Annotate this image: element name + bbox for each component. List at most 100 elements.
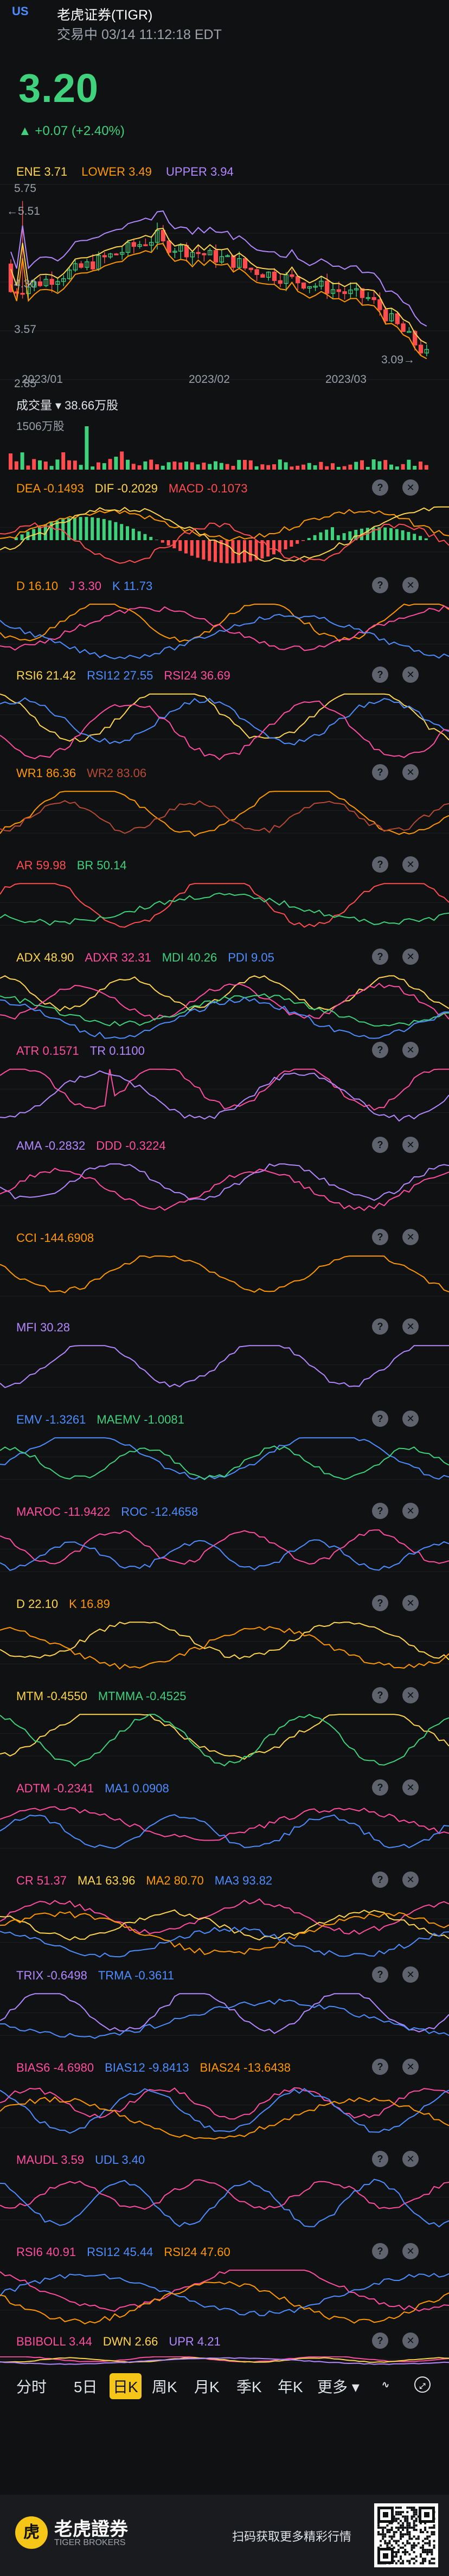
period-tab[interactable]: 季K [236, 2379, 262, 2395]
close-icon[interactable]: ✕ [402, 1503, 419, 1519]
candle-body [131, 242, 136, 247]
help-icon[interactable]: ? [372, 1595, 388, 1611]
help-icon[interactable]: ? [372, 479, 388, 496]
qr-module [426, 2535, 429, 2538]
close-icon[interactable]: ✕ [402, 479, 419, 496]
help-icon[interactable]: ? [372, 856, 388, 873]
volume-bar [9, 453, 12, 470]
indicator-panel-dk[interactable]: D 22.10 K 16.89? ✕ [0, 1595, 449, 1689]
indicator-panel-trix[interactable]: TRIX -0.6498 TRMA -0.3611? ✕ [0, 1966, 449, 2061]
candle-body [149, 242, 154, 246]
close-icon[interactable]: ✕ [402, 1687, 419, 1703]
indicator-panel-adtm[interactable]: ADTM -0.2341 MA1 0.0908? ✕ [0, 1779, 449, 1874]
close-icon[interactable]: ✕ [402, 1872, 419, 1888]
indicator-panel-cci[interactable]: CCI -144.6908? ✕ [0, 1229, 449, 1321]
indicator-line [0, 2357, 449, 2363]
indicator-chart [0, 1806, 449, 1849]
indicator-panel-atr[interactable]: ATR 0.1571 TR 0.1100? ✕ [0, 1042, 449, 1139]
close-icon[interactable]: ✕ [402, 1042, 419, 1058]
indicator-panel-emv[interactable]: EMV -1.3261 MAEMV -1.0081? ✕ [0, 1411, 449, 1505]
indicator-panel-dma[interactable]: AMA -0.2832 DDD -0.3224? ✕ [0, 1137, 449, 1231]
fullscreen-icon[interactable]: ⤢ [414, 2376, 431, 2393]
macd-bar [260, 540, 264, 559]
indicator-panel-macd[interactable]: DEA -0.1493 DIF -0.2029 MACD -0.1073? ✕ [0, 479, 449, 579]
help-icon[interactable]: ? [372, 764, 388, 780]
indicator-value: AMA -0.2832 [16, 1139, 86, 1152]
qr-module [413, 2511, 415, 2514]
indicator-panel-bbiboll[interactable]: BBIBOLL 3.44 DWN 2.66 UPR 4.21? ✕ [0, 2333, 449, 2367]
close-icon[interactable]: ✕ [402, 1779, 419, 1796]
help-icon[interactable]: ? [372, 1229, 388, 1245]
help-icon[interactable]: ? [372, 1137, 388, 1153]
close-icon[interactable]: ✕ [402, 856, 419, 873]
close-icon[interactable]: ✕ [402, 2243, 419, 2259]
period-tab[interactable]: 5日 [74, 2379, 98, 2395]
help-icon[interactable]: ? [372, 1503, 388, 1519]
period-tab[interactable]: 周K [152, 2379, 177, 2395]
volume-bar [284, 462, 288, 470]
close-icon[interactable]: ✕ [402, 764, 419, 780]
help-icon[interactable]: ? [372, 1042, 388, 1058]
indicator-panel-arbr[interactable]: AR 59.98 BR 50.14? ✕ [0, 856, 449, 951]
period-tab[interactable]: 月K [194, 2379, 220, 2395]
indicator-panel-roc[interactable]: MAROC -11.9422 ROC -12.4658? ✕ [0, 1503, 449, 1597]
indicator-chart [0, 1529, 449, 1572]
indicator-value: WR1 86.36 [16, 766, 76, 780]
close-icon[interactable]: ✕ [402, 2333, 419, 2349]
indicator-panel-cr[interactable]: CR 51.37 MA1 63.96 MA2 80.70 MA3 93.82? ✕ [0, 1872, 449, 1969]
period-tab[interactable]: 日K [110, 2373, 142, 2399]
close-icon[interactable]: ✕ [402, 577, 419, 593]
help-icon[interactable]: ? [372, 2151, 388, 2167]
candle-body [371, 297, 376, 300]
close-icon[interactable]: ✕ [402, 1966, 419, 1983]
macd-bar [55, 520, 59, 540]
close-icon[interactable]: ✕ [402, 1137, 419, 1153]
candlestick-chart[interactable] [0, 179, 449, 390]
qr-module [431, 2526, 433, 2529]
help-icon[interactable]: ? [372, 1687, 388, 1703]
help-icon[interactable]: ? [372, 1779, 388, 1796]
close-icon[interactable]: ✕ [402, 2151, 419, 2167]
qr-module [384, 2526, 387, 2529]
close-icon[interactable]: ✕ [402, 1318, 419, 1335]
indicator-panel-wr[interactable]: WR1 86.36 WR2 83.06? ✕ [0, 764, 449, 858]
volume-bar [266, 465, 271, 470]
indicator-panel-rsi2[interactable]: RSI6 40.91 RSI12 45.44 RSI24 47.60? ✕ [0, 2243, 449, 2335]
period-tab[interactable]: 年K [278, 2379, 303, 2395]
close-icon[interactable]: ✕ [402, 1229, 419, 1245]
indicator-value: ATR 0.1571 [16, 1044, 79, 1058]
close-icon[interactable]: ✕ [402, 667, 419, 683]
help-icon[interactable]: ? [372, 2243, 388, 2259]
help-icon[interactable]: ? [372, 2059, 388, 2075]
indicator-panel-dmi[interactable]: ADX 48.90 ADXR 32.31 MDI 40.26 PDI 9.05? ✕ [0, 949, 449, 1044]
qr-module [400, 2520, 402, 2522]
volume-bar [313, 465, 317, 470]
help-icon[interactable]: ? [372, 1966, 388, 1983]
indicator-panel-kdj[interactable]: D 16.10 J 3.30 K 11.73? ✕ [0, 577, 449, 669]
help-icon[interactable]: ? [372, 577, 388, 593]
indicator-panel-mfi[interactable]: MFI 30.28? ✕ [0, 1318, 449, 1413]
indicator-panel-maudl[interactable]: MAUDL 3.59 UDL 3.40? ✕ [0, 2151, 449, 2245]
indicator-panel-bias[interactable]: BIAS6 -4.6980 BIAS12 -9.8413 BIAS24 -13.64… [0, 2059, 449, 2153]
help-icon[interactable]: ? [372, 667, 388, 683]
period-tab[interactable]: 分时 [16, 2379, 47, 2395]
qr-module [413, 2558, 415, 2560]
candle-body [91, 261, 95, 270]
help-icon[interactable]: ? [372, 2333, 388, 2349]
close-icon[interactable]: ✕ [402, 949, 419, 965]
indicator-panel-rsi[interactable]: RSI6 21.42 RSI12 27.55 RSI24 36.69? ✕ [0, 667, 449, 766]
indicator-icon[interactable]: ∿ [381, 2379, 390, 2390]
close-icon[interactable]: ✕ [402, 1411, 419, 1427]
close-icon[interactable]: ✕ [402, 1595, 419, 1611]
help-icon[interactable]: ? [372, 1318, 388, 1335]
help-icon[interactable]: ? [372, 1411, 388, 1427]
period-tab[interactable]: 更多 ▾ [317, 2379, 360, 2395]
help-icon[interactable]: ? [372, 1872, 388, 1888]
volume-bar [131, 464, 136, 470]
indicator-panel-mtm[interactable]: MTM -0.4550 MTMMA -0.4525? ✕ [0, 1687, 449, 1782]
indicator-value: RSI6 21.42 [16, 669, 76, 682]
close-icon[interactable]: ✕ [402, 2059, 419, 2075]
candle-body [313, 285, 318, 288]
help-icon[interactable]: ? [372, 949, 388, 965]
qr-module [388, 2535, 391, 2538]
